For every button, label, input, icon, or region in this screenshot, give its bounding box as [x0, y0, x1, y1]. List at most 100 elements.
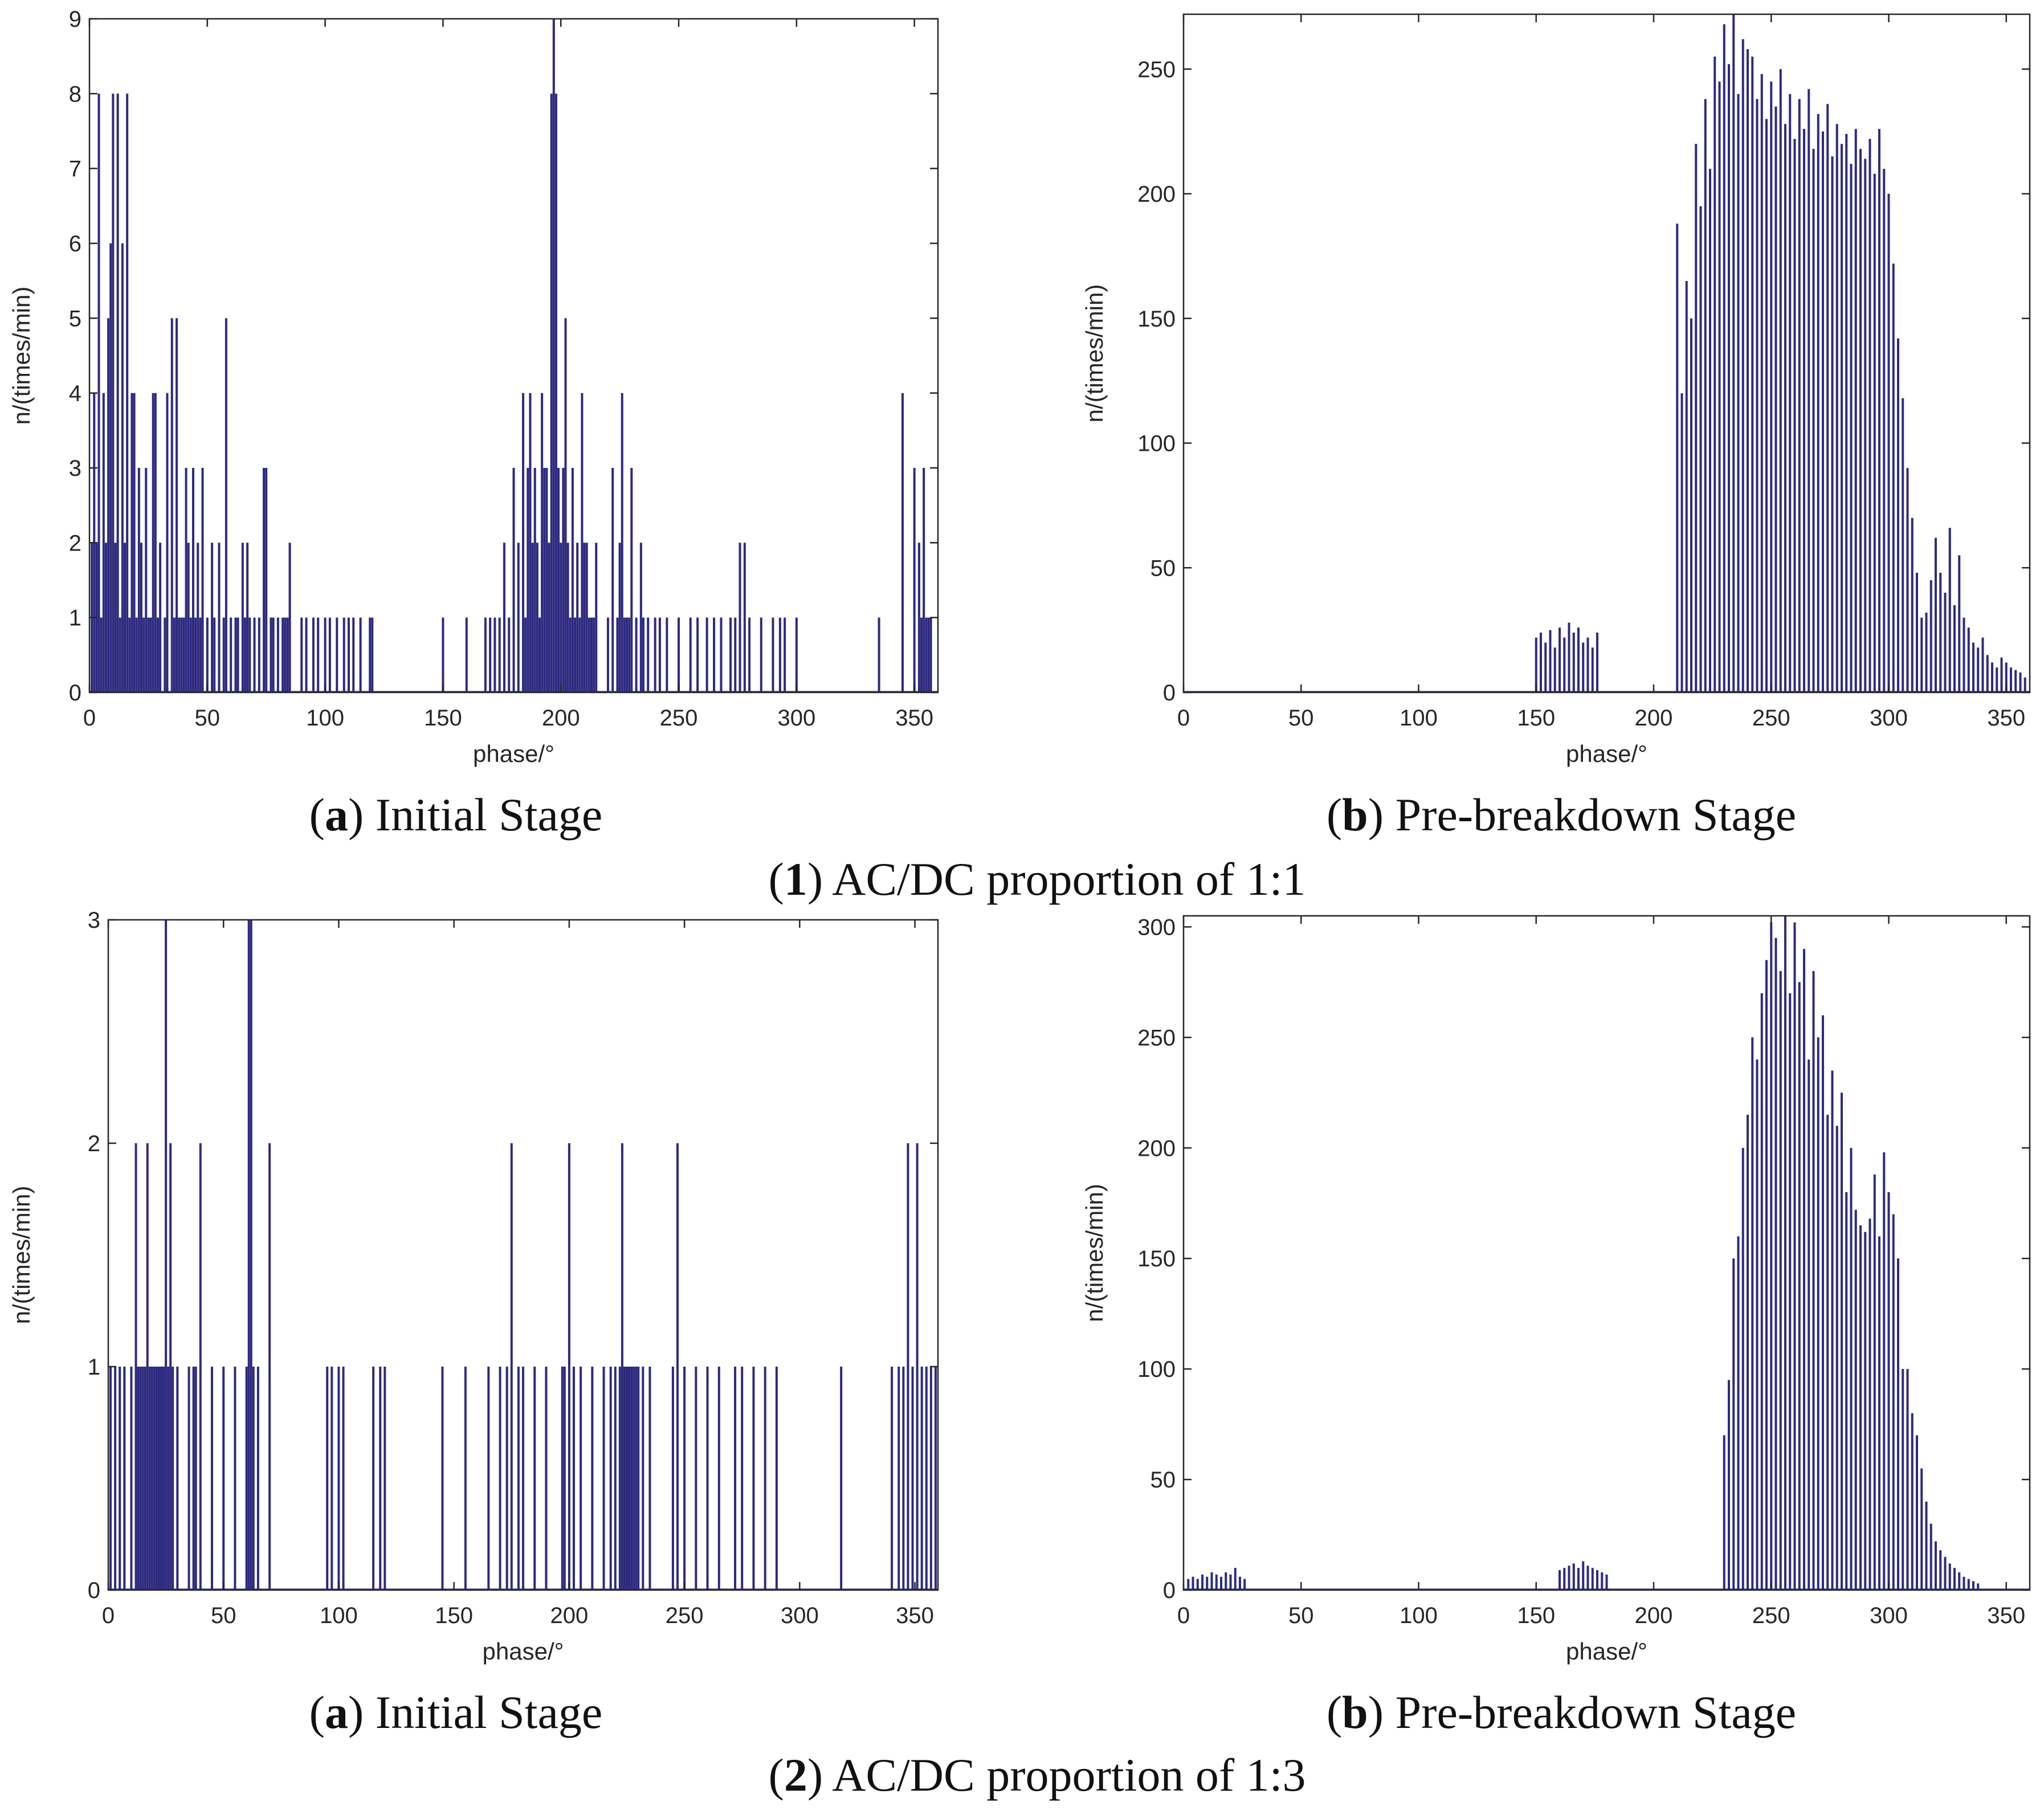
chart1-bar: [739, 543, 741, 692]
chart2-bar: [2014, 670, 2017, 693]
chart3-bar: [591, 1367, 594, 1590]
chart2-bar: [1868, 138, 1871, 692]
chart1-bar: [925, 617, 928, 692]
chart3-bar: [609, 1367, 612, 1590]
chart3-bar: [602, 1367, 605, 1590]
chart4-bar: [1902, 1369, 1904, 1590]
chart3-bar: [487, 1367, 490, 1590]
chart1-ytick-label: 7: [69, 157, 81, 182]
chart2-ytick-label: 250: [1137, 57, 1176, 82]
chart2-bar: [1963, 617, 1965, 692]
chart2-xtick-label: 200: [1635, 706, 1673, 731]
chart1-bar: [524, 617, 527, 692]
chart2-bar: [1699, 206, 1702, 693]
chart3-ytick-label: 3: [88, 908, 100, 933]
chart4-bar: [1892, 1214, 1895, 1590]
chart1-bar: [104, 543, 107, 692]
chart3-bar: [517, 1367, 520, 1590]
chart1-bar: [276, 617, 279, 692]
chart2-bar: [1774, 106, 1777, 693]
chart3-bar: [256, 1367, 259, 1590]
chart1-bar: [616, 617, 619, 692]
chart2-bar: [1793, 138, 1796, 692]
chart4-bar: [1756, 1059, 1759, 1590]
chart1-bar: [588, 617, 590, 692]
chart3-bar: [637, 1367, 640, 1590]
chart3-bar: [247, 920, 250, 1590]
chart3-bar: [907, 1143, 909, 1590]
chart2-bar: [1690, 318, 1692, 692]
chart4-bar: [1935, 1541, 1937, 1590]
chart4-bar: [1845, 1192, 1848, 1590]
chart2-bar: [1944, 593, 1947, 692]
chart3-bar: [695, 1367, 697, 1590]
chart1-bar: [342, 617, 345, 692]
chart1-bar: [173, 617, 176, 692]
chart1-bar: [552, 19, 555, 692]
chart2-bar: [2010, 667, 2012, 692]
chart4-ylabel: n/(times/min): [1081, 1184, 1108, 1322]
chart1-bar: [621, 393, 623, 692]
chart1-bar: [576, 543, 579, 692]
chart2-bar: [1695, 144, 1698, 692]
chart3-bar: [150, 1367, 153, 1590]
chart4-bar: [1605, 1574, 1608, 1590]
chart4-bar: [1187, 1579, 1190, 1590]
chart2-bar: [1798, 99, 1801, 692]
chart1-bar: [784, 617, 786, 692]
chart4-ytick-label: 100: [1137, 1357, 1176, 1382]
chart1-bar: [119, 617, 121, 692]
chart1-bar: [369, 617, 372, 692]
chart1-bar: [180, 617, 183, 692]
chart1-bar: [121, 243, 124, 692]
chart2-ytick-label: 200: [1137, 182, 1176, 207]
chart1-xlabel: phase/°: [473, 740, 554, 767]
chart3-bars: [109, 920, 937, 1590]
chart4-bar: [1953, 1568, 1956, 1590]
chart3-xtick-label: 50: [211, 1603, 236, 1628]
chart3-bar: [741, 1367, 744, 1590]
chart1-bar: [901, 393, 904, 692]
panel-caption-1a: (a) Initial Stage: [309, 789, 603, 841]
chart1-bar: [489, 617, 492, 692]
chart3-bar: [891, 1367, 894, 1590]
chart2-bar: [1586, 637, 1589, 692]
chart4-bar: [1201, 1574, 1203, 1590]
chart2-ytick-label: 0: [1163, 680, 1176, 706]
chart1-bar: [630, 468, 633, 692]
chart1-bar: [583, 543, 586, 692]
panel-caption-2a-text: Initial Stage: [376, 1686, 603, 1738]
chart-group1-pre-breakdown-stage: 0 50 100 150 200 250 300 350 0 50 100 150 200 250 phas…: [1081, 13, 2031, 767]
chart3-bar: [522, 1367, 524, 1590]
chart3-bar: [545, 1367, 548, 1590]
chart4-ytick-label: 250: [1137, 1025, 1176, 1050]
chart1-ytick-label: 2: [69, 531, 81, 556]
chart4-ytick-label: 200: [1137, 1136, 1176, 1161]
chart2-bar: [1540, 633, 1542, 692]
chart3-bar: [897, 1367, 900, 1590]
chart4-bar: [1897, 1258, 1899, 1590]
chart4-bar: [1732, 1258, 1735, 1590]
chart3-bar: [383, 1367, 386, 1590]
chart1-xtick-label: 300: [777, 706, 815, 731]
chart1-bar: [116, 93, 119, 693]
chart1-bar: [548, 543, 550, 692]
chart1-bar: [140, 543, 142, 692]
chart3-bar: [119, 1367, 121, 1590]
chart2-bar: [1948, 528, 1951, 692]
chart4-bar: [1878, 1236, 1880, 1590]
chart1-bar: [554, 93, 557, 693]
chart2-bar: [1676, 223, 1679, 692]
chart2-bar: [1835, 124, 1838, 692]
chart1-bar: [666, 617, 668, 692]
chart3-bar: [934, 1367, 937, 1590]
chart2-bar: [1803, 129, 1805, 692]
chart4-bar: [1760, 993, 1763, 1590]
chart4-bar: [1906, 1369, 1909, 1590]
chart3-xtick-label: 100: [320, 1603, 358, 1628]
chart1-bar: [371, 617, 374, 692]
chart1-bar: [713, 617, 716, 692]
chart1-bar: [442, 617, 444, 692]
chart1-bar: [152, 393, 154, 692]
chart1-bar: [164, 617, 166, 692]
